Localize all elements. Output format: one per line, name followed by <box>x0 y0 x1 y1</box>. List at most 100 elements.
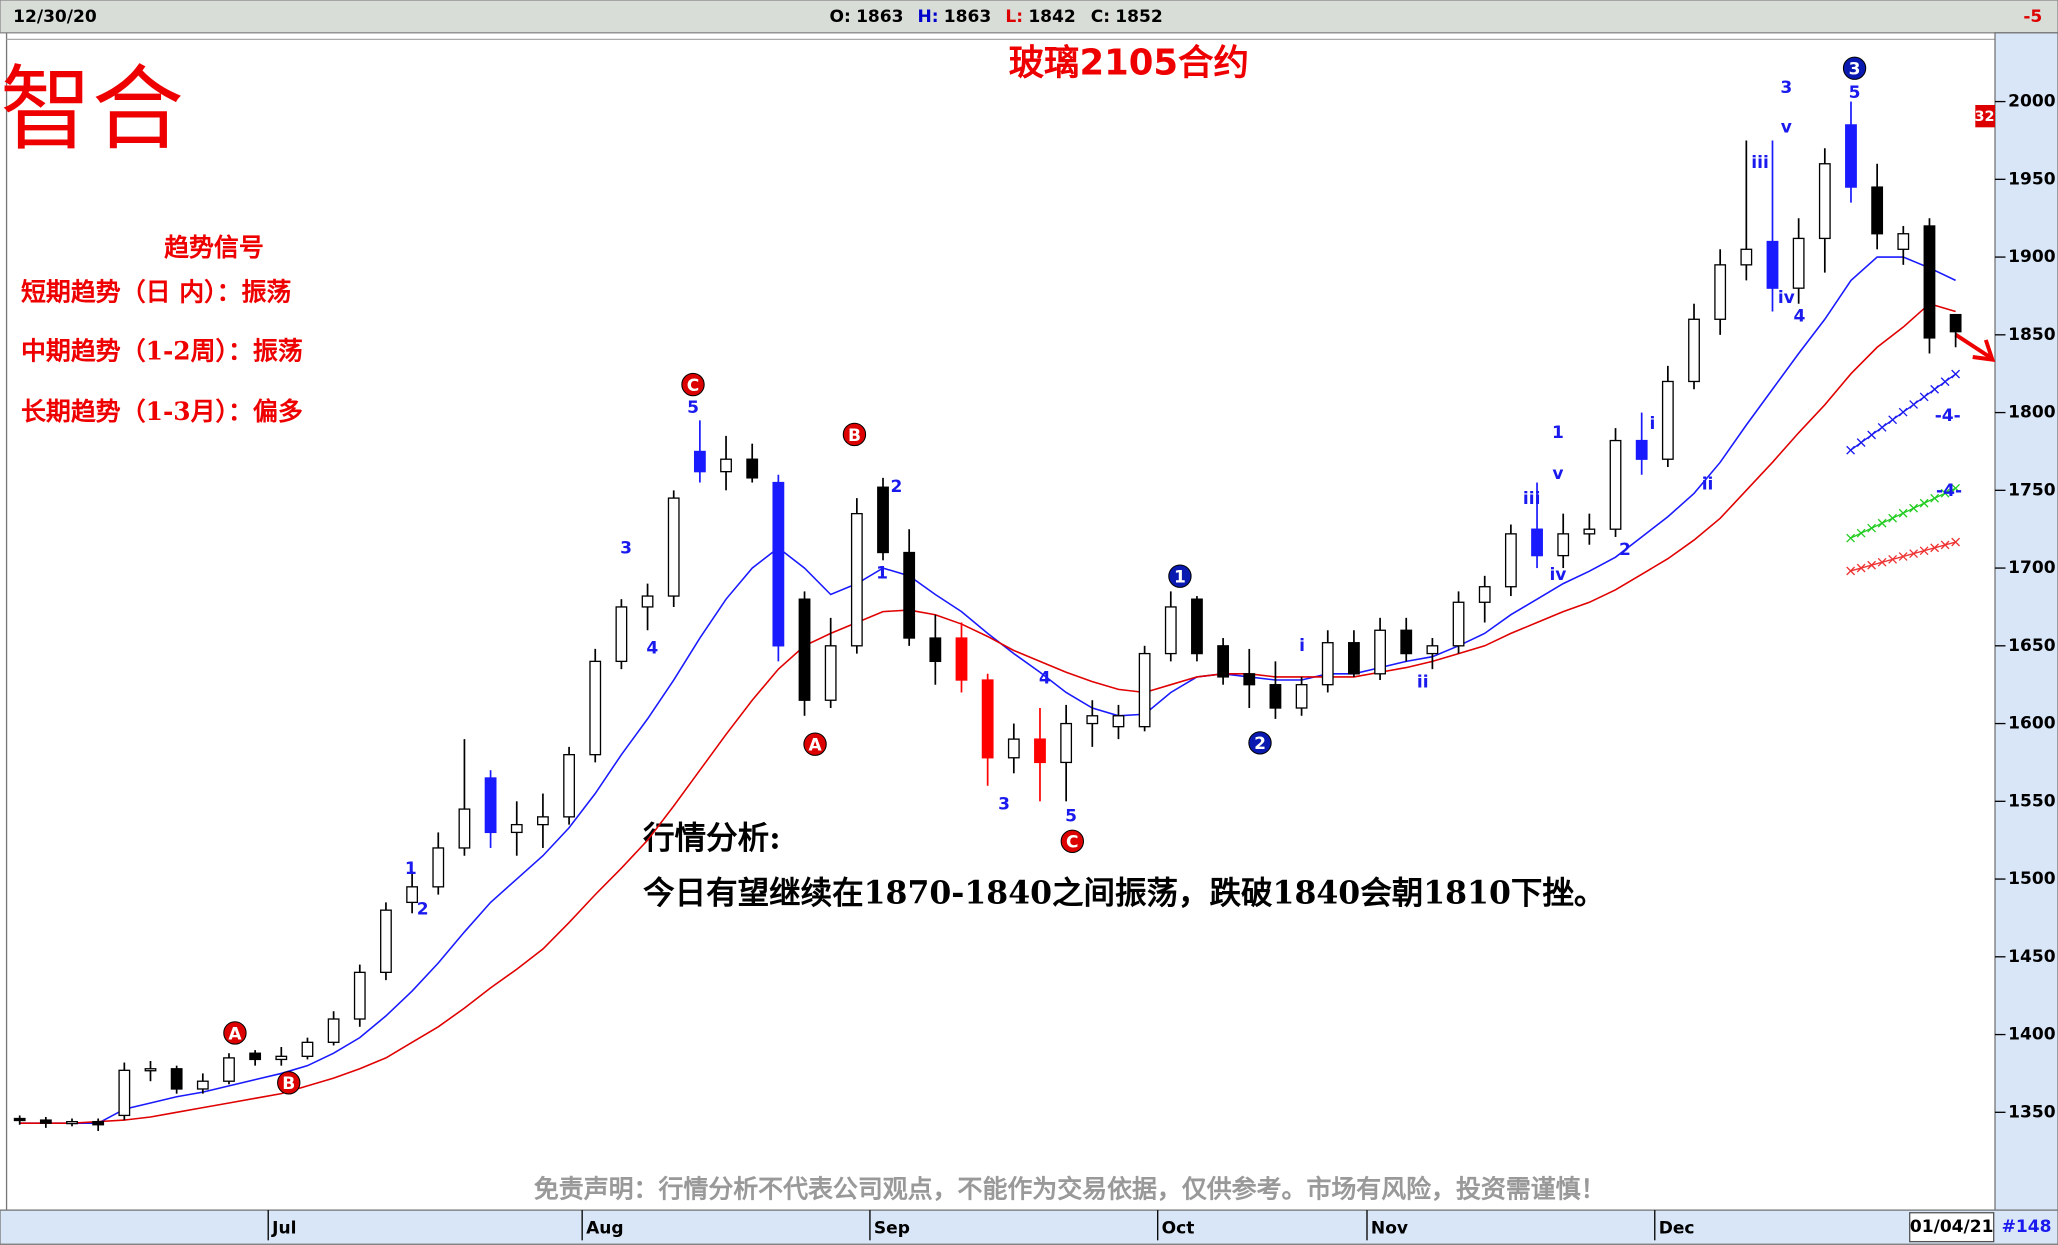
projection-mark <box>1940 488 1950 498</box>
ohlc-value: 1863 <box>856 7 903 27</box>
candle-body <box>1557 533 1570 557</box>
projection-mark <box>1846 533 1856 543</box>
candle-body <box>981 679 994 759</box>
projection-mark <box>1877 518 1887 528</box>
candle-body <box>432 847 445 888</box>
arrow-head <box>1972 339 1996 362</box>
wave-label: ii <box>1417 673 1429 693</box>
candle-body <box>850 512 863 647</box>
wave-label: 3 <box>1849 60 1861 80</box>
x-tick-label: Dec <box>1659 1219 1695 1239</box>
header-ohlc: O: 1863 H: 1863 L: 1842 C: 1852 <box>830 7 1163 27</box>
projection-mark <box>1867 560 1877 570</box>
x-tick-label: Nov <box>1371 1219 1408 1239</box>
y-tick-label: 1800 <box>2008 403 2056 423</box>
y-tick-label: 1650 <box>2008 636 2056 656</box>
moving-average <box>19 256 1956 1124</box>
candle-body <box>249 1052 262 1061</box>
wave-label: 2 <box>1619 540 1631 560</box>
candle-body <box>458 808 471 849</box>
candle-body <box>641 595 654 608</box>
wave-label: -4- <box>1935 406 1961 426</box>
trend-line: 短期趋势（日 内）：振荡 <box>21 278 291 307</box>
x-tick-label: Sep <box>874 1219 910 1239</box>
candle-body <box>118 1069 131 1117</box>
candle-body <box>1531 528 1543 557</box>
y-tick-label: 1900 <box>2008 247 2056 267</box>
wave-label: i <box>1650 414 1656 434</box>
candle-body <box>929 637 942 663</box>
projection-mark <box>1898 508 1908 518</box>
logo: 智合 <box>0 56 184 163</box>
disclaimer: 免责声明：行情分析不代表公司观点，不能作为交易依据，仅供参考。市场有风险，投资需… <box>534 1174 1606 1203</box>
footer-date-box <box>1909 1212 1995 1243</box>
wave-label: 3 <box>998 795 1010 815</box>
side-marker: 32 <box>1974 109 1994 125</box>
candle-body <box>1321 642 1334 686</box>
candle-body <box>275 1055 288 1061</box>
ohlc-label: C: <box>1091 7 1110 27</box>
wave-marker <box>803 732 827 756</box>
ohlc-value: 1852 <box>1115 7 1162 27</box>
trend-line: 长期趋势（1-3月）：偏多 <box>21 397 303 426</box>
wave-label: A <box>228 1024 242 1044</box>
chart-title: 玻璃2105合约 <box>1009 42 1249 83</box>
wave-marker <box>223 1021 247 1045</box>
projection-mark <box>1930 493 1940 503</box>
wave-marker <box>1060 829 1084 853</box>
candle-body <box>1452 601 1465 647</box>
wave-label: B <box>282 1074 295 1094</box>
ohlc-label: H: <box>917 7 938 27</box>
candle-body <box>1688 318 1700 383</box>
ohlc-item: C: 1852 <box>1091 7 1163 27</box>
wave-label: C <box>1066 833 1079 853</box>
candle-body <box>1086 715 1099 725</box>
projection-mark <box>1856 438 1866 447</box>
wave-marker <box>1168 564 1192 588</box>
candle-body <box>1243 673 1256 686</box>
candle-body <box>1923 225 1936 339</box>
projection-mark <box>1877 557 1887 567</box>
arrow <box>1954 333 1991 359</box>
wave-label: iii <box>1751 153 1769 173</box>
wave-label: v <box>1781 117 1792 137</box>
ohlc-label: O: <box>830 7 851 27</box>
wave-label: 3 <box>1780 78 1792 98</box>
candle-body <box>1766 240 1779 289</box>
candle-body <box>1792 237 1805 289</box>
candle-body <box>353 971 366 1020</box>
candle-body <box>798 598 811 701</box>
wave-label: 1 <box>1552 423 1564 443</box>
projection-mark <box>1940 540 1950 550</box>
wave-label: 1 <box>405 859 417 879</box>
projection-mark <box>1930 384 1940 394</box>
candle-body <box>1478 586 1491 603</box>
candle-body <box>1609 439 1622 530</box>
y-tick-label: 1750 <box>2008 480 2056 500</box>
candle-body <box>772 481 785 647</box>
candle-body <box>720 458 732 473</box>
ohlc-item: L: 1842 <box>1005 7 1075 27</box>
projection-mark <box>1888 415 1898 425</box>
candle-body <box>1740 248 1753 266</box>
candle-body <box>144 1068 157 1072</box>
candle-body <box>66 1120 78 1125</box>
candle-body <box>615 606 628 663</box>
wave-label: ii <box>1702 474 1714 494</box>
trend-line: 中期趋势（1-2周）：振荡 <box>21 337 303 366</box>
projection-mark <box>1846 445 1856 455</box>
candle-body <box>92 1120 105 1126</box>
candle-body <box>1060 722 1073 764</box>
wave-marker <box>681 372 705 397</box>
moving-average <box>19 302 1956 1124</box>
y-tick-label: 1500 <box>2008 869 2056 889</box>
wave-label: iii <box>1523 489 1541 509</box>
x-tick-label: Jul <box>271 1219 296 1239</box>
analysis-text: 今日有望继续在1870-1840之间振荡，跌破1840会朝1810下挫。 <box>643 875 1605 912</box>
wave-label: iv <box>1549 565 1566 585</box>
candle-body <box>1400 629 1413 655</box>
candle-body <box>877 486 889 554</box>
